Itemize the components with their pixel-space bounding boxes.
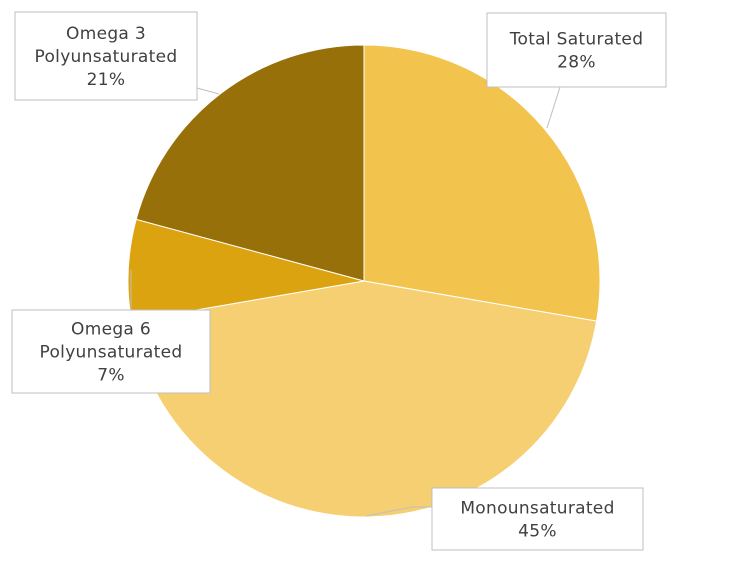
data-label-box [11,309,211,394]
data-label-category: Polyunsaturated [40,343,183,363]
data-label-category: Omega 6 [71,320,151,340]
label-leader-lines [130,86,561,517]
pie-slice-monounsaturated [130,280,598,518]
pie-slice-total-saturated [363,44,601,322]
leader-line-monounsaturated [365,506,432,517]
leader-line-omega-3-polyunsaturated [196,87,220,95]
data-label-box [486,12,667,88]
data-label-category: Omega 3 [66,24,146,44]
data-label-category: Polyunsaturated [35,47,178,67]
data-label-percent: 7% [97,366,125,386]
data-label-box [431,487,644,551]
data-label-monounsaturated: Monounsaturated 45% [431,487,644,551]
data-label-omega-6-polyunsaturated: Omega 6 Polyunsaturated 7% [11,309,211,394]
data-label-category: Total Saturated [509,30,644,50]
leader-line-total-saturated [546,86,561,129]
data-label-percent: 28% [557,53,596,73]
data-label-category: Monounsaturated [460,499,614,519]
data-label-box [14,11,198,101]
data-labels: Total Saturated 28% Monounsaturated 45% Omeg… [11,11,667,551]
pie-slices [127,44,601,518]
data-label-omega-3-polyunsaturated: Omega 3 Polyunsaturated 21% [14,11,198,101]
data-label-percent: 21% [87,70,126,90]
data-label-percent: 45% [518,522,557,542]
pie-slice-omega-3-polyunsaturated [135,44,365,282]
data-label-total-saturated: Total Saturated 28% [486,12,667,88]
